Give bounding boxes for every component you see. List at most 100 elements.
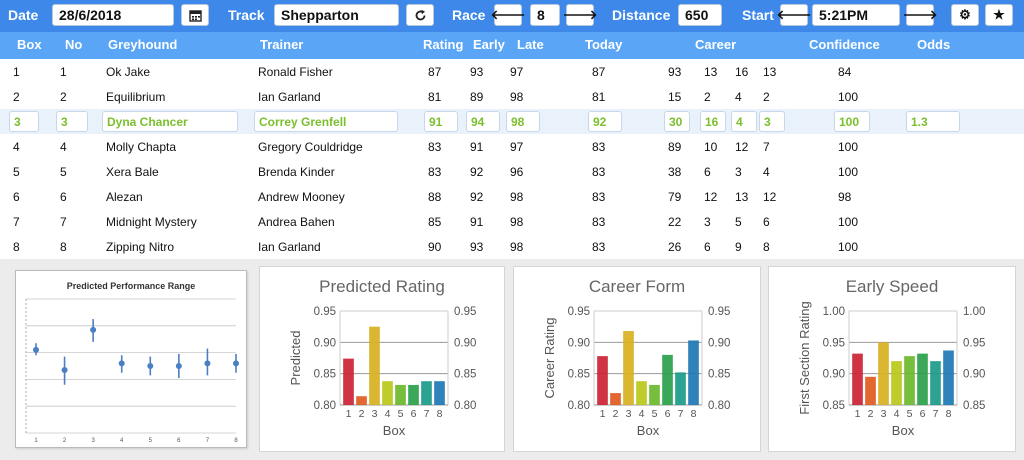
cell-no: 6: [60, 190, 67, 204]
date-input[interactable]: 28/6/2018: [52, 4, 174, 26]
early-speed-title: Early Speed: [845, 277, 939, 296]
data-point: [204, 360, 211, 367]
col-box[interactable]: Box: [17, 37, 42, 52]
col-odds[interactable]: Odds: [917, 37, 951, 52]
table-row[interactable]: 2 2 Equilibrium Ian Garland 81 89 98 81 15 2 4 2 100: [0, 84, 1024, 109]
cell-c4[interactable]: 3: [759, 111, 785, 132]
settings-button[interactable]: ⚙: [951, 4, 979, 26]
table-row[interactable]: 4 4 Molly Chapta Gregory Couldridge 83 91 97 83…: [0, 134, 1024, 159]
performance-range-title: Predicted Performance Range: [66, 281, 196, 291]
bar: [675, 372, 686, 405]
bar: [636, 381, 647, 405]
race-label: Race: [452, 7, 486, 23]
cell-rating[interactable]: 91: [424, 111, 458, 132]
cell-late[interactable]: 98: [506, 111, 540, 132]
bar: [623, 331, 634, 405]
cell-c2: 6: [704, 165, 711, 179]
cell-c1[interactable]: 30: [664, 111, 690, 132]
y-tick-label-right: 0.90: [963, 369, 985, 381]
col-today[interactable]: Today: [585, 37, 623, 52]
cell-c1: 79: [668, 190, 682, 204]
distance-input[interactable]: 650: [678, 4, 722, 26]
cell-c3: 9: [735, 240, 742, 254]
cell-early: 92: [470, 165, 484, 179]
cell-rating: 81: [428, 90, 442, 104]
cell-c4: 8: [763, 240, 770, 254]
data-point: [61, 367, 68, 374]
y-axis-label: Career Rating: [542, 318, 557, 399]
cell-c3[interactable]: 4: [731, 111, 757, 132]
cell-box[interactable]: 3: [9, 111, 39, 132]
bar: [891, 361, 902, 405]
track-input[interactable]: Shepparton: [274, 4, 399, 26]
tick-label: 8: [234, 438, 238, 444]
cell-late: 97: [510, 65, 524, 79]
cell-early: 91: [470, 215, 484, 229]
cell-box: 4: [13, 140, 20, 154]
cell-c2[interactable]: 16: [700, 111, 726, 132]
table-row[interactable]: 7 7 Midnight Mystery Andrea Bahen 85 91 98 83 22…: [0, 209, 1024, 234]
race-prev-button[interactable]: 🡐: [491, 4, 525, 26]
cell-confidence[interactable]: 100: [834, 111, 870, 132]
refresh-button[interactable]: [406, 4, 434, 26]
race-next-button[interactable]: 🡒: [563, 4, 597, 26]
table-row[interactable]: 5 5 Xera Bale Brenda Kinder 83 92 96 83 38 6 3 4 100: [0, 159, 1024, 184]
performance-range-chart: 1 2 3 4 5 6 7 8: [25, 298, 239, 444]
cell-trainer[interactable]: Correy Grenfell: [254, 111, 398, 132]
y-tick-label: 1.00: [823, 306, 845, 318]
favorite-button[interactable]: ★: [985, 4, 1013, 26]
bar: [597, 356, 608, 405]
table-row[interactable]: 1 1 Ok Jake Ronald Fisher 87 93 97 87 93 13 16 13 84: [0, 59, 1024, 84]
y-tick-label-right: 0.90: [454, 337, 476, 349]
x-axis-label: Box: [383, 423, 406, 438]
cell-early: 93: [470, 65, 484, 79]
col-trainer[interactable]: Trainer: [260, 37, 304, 52]
tick-label: 5: [149, 438, 153, 444]
col-career[interactable]: Career: [695, 37, 737, 52]
cell-rating: 85: [428, 215, 442, 229]
col-rating[interactable]: Rating: [423, 37, 464, 52]
data-point: [175, 363, 182, 369]
cell-trainer: Ian Garland: [258, 90, 321, 104]
bar: [943, 350, 954, 405]
col-greyhound[interactable]: Greyhound: [108, 37, 178, 52]
bar: [434, 381, 445, 405]
cell-confidence: 100: [838, 165, 859, 179]
col-no[interactable]: No: [65, 37, 83, 52]
y-tick-label-right: 0.90: [708, 337, 730, 349]
col-late[interactable]: Late: [517, 37, 544, 52]
table-row[interactable]: 6 6 Alezan Andrew Mooney 88 92 98 83 79 12 13 12 98: [0, 184, 1024, 209]
bar: [688, 340, 699, 405]
y-tick-label: 0.95: [568, 306, 590, 318]
y-axis-label: Predicted: [288, 331, 303, 386]
cell-greyhound: Xera Bale: [106, 165, 159, 179]
x-tick-label: 3: [881, 408, 887, 420]
start-next-button[interactable]: 🡒: [903, 4, 937, 26]
cell-greyhound[interactable]: Dyna Chancer: [102, 111, 238, 132]
x-tick-label: 8: [437, 408, 443, 420]
bar: [382, 381, 393, 405]
data-point: [90, 326, 97, 333]
cell-late: 96: [510, 165, 524, 179]
start-prev-button[interactable]: 🡐: [777, 4, 811, 26]
cell-no[interactable]: 3: [56, 111, 88, 132]
race-input[interactable]: 8: [530, 4, 560, 26]
cell-odds[interactable]: 1.3: [906, 111, 960, 132]
calendar-button[interactable]: [181, 4, 209, 26]
cell-c1: 38: [668, 165, 682, 179]
col-early[interactable]: Early: [473, 37, 505, 52]
cell-box: 2: [13, 90, 20, 104]
cell-trainer: Andrew Mooney: [258, 190, 345, 204]
cell-today[interactable]: 92: [588, 111, 622, 132]
table-row[interactable]: 8 8 Zipping Nitro Ian Garland 90 93 98 83 26 6 9 8 1…: [0, 234, 1024, 259]
cell-no: 1: [60, 65, 67, 79]
bar: [930, 361, 941, 405]
predicted-rating-chart: 0.95 0.95 0.90 0.90 0.85 0.85 0.80 0.80 1 2 3 4 5 6 7 8…: [288, 306, 476, 438]
cell-no: 4: [60, 140, 67, 154]
cell-c4: 12: [763, 190, 777, 204]
cell-early[interactable]: 94: [466, 111, 500, 132]
col-confidence[interactable]: Confidence: [809, 37, 880, 52]
cell-greyhound: Ok Jake: [106, 65, 151, 79]
start-input[interactable]: 5:21PM: [812, 4, 900, 26]
table-row[interactable]: 3 3 Dyna Chancer Correy Grenfell 91 94 98 92 30 1…: [0, 109, 1024, 134]
